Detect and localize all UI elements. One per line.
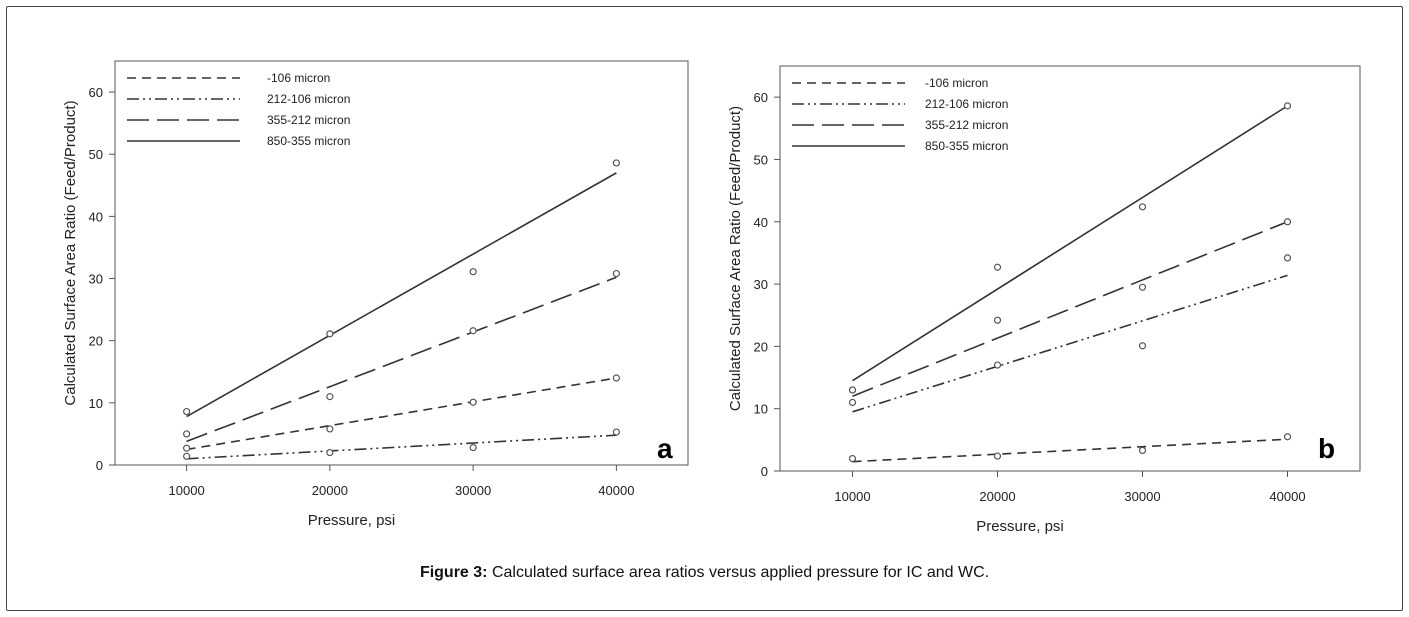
- data-point: [326, 425, 334, 433]
- legend-label: 355-212 micron: [267, 113, 350, 127]
- y-tick-label: 40: [754, 215, 768, 230]
- data-point: [183, 407, 191, 416]
- data-point: [1283, 433, 1292, 441]
- data-point: [469, 268, 477, 276]
- data-point: [326, 448, 334, 457]
- data-point: [993, 316, 1002, 324]
- legend-label: 355-212 micron: [925, 118, 1008, 132]
- caption-text: Calculated surface area ratios versus ap…: [487, 564, 990, 581]
- data-point: [848, 398, 857, 407]
- x-tick-label: 30000: [455, 483, 491, 498]
- legend-label: -106 micron: [267, 71, 330, 85]
- x-tick-label: 10000: [169, 483, 205, 498]
- data-point: [469, 398, 477, 406]
- x-tick-label: 20000: [312, 483, 348, 498]
- x-tick-label: 20000: [979, 489, 1015, 504]
- legend-label: 212-106 micron: [925, 97, 1008, 111]
- data-point: [993, 361, 1002, 369]
- y-tick-label: 10: [89, 396, 103, 411]
- data-point: [848, 454, 857, 463]
- fit-line-850-355-micron: [186, 172, 617, 418]
- legend-label: 850-355 micron: [925, 139, 1008, 153]
- chart-panel-a: 0 10 20 30 40 50 60 10000 20000 30000 40000 Pressur…: [62, 60, 689, 529]
- data-point: [993, 452, 1002, 460]
- data-point: [326, 330, 334, 338]
- data-point: [848, 386, 857, 394]
- y-tick-label: 10: [754, 402, 768, 417]
- x-axis-label: Pressure, psi: [308, 512, 396, 529]
- y-tick-label: 60: [754, 90, 768, 105]
- fit-line-850-355-micron: [852, 105, 1288, 382]
- legend-label: -106 micron: [925, 76, 988, 90]
- panel-letter: b: [1318, 433, 1335, 464]
- fit-line-355-212-micron: [186, 276, 617, 443]
- fit-line-212-106-micron: [186, 434, 617, 460]
- y-axis-label: Calculated Surface Area Ratio (Feed/Prod…: [62, 100, 79, 405]
- y-tick-label: 20: [754, 339, 768, 354]
- y-tick-label: 0: [761, 464, 768, 479]
- figure-frame: [6, 6, 1403, 611]
- x-axis-label: Pressure, psi: [976, 518, 1064, 535]
- data-point: [469, 443, 477, 452]
- y-tick-label: 30: [754, 277, 768, 292]
- caption-label: Figure 3:: [419, 564, 488, 581]
- data-point: [326, 393, 334, 401]
- data-point: [612, 374, 620, 382]
- figure-caption: Figure 3: Calculated surface area ratios…: [0, 564, 1409, 582]
- data-point: [612, 159, 620, 167]
- y-tick-label: 50: [89, 147, 103, 162]
- data-point: [183, 452, 191, 460]
- y-axis-label: Calculated Surface Area Ratio (Feed/Prod…: [727, 106, 744, 411]
- data-point: [1283, 254, 1292, 262]
- x-tick-label: 40000: [1269, 489, 1305, 504]
- y-tick-label: 30: [89, 272, 103, 287]
- legend-label: 850-355 micron: [267, 134, 350, 148]
- x-tick-label: 10000: [834, 489, 870, 504]
- data-point: [1283, 102, 1292, 110]
- data-point: [1138, 203, 1147, 211]
- chart-panel-b: 0 10 20 30 40 50 60 10000 20000 30000 40000 Pressur…: [727, 65, 1361, 535]
- fit-line-106-micron: [852, 438, 1288, 463]
- y-tick-label: 20: [89, 334, 103, 349]
- data-point: [183, 430, 191, 438]
- panel-letter: a: [657, 433, 673, 464]
- legend-label: 212-106 micron: [267, 92, 350, 106]
- data-point: [1138, 446, 1147, 455]
- y-tick-label: 50: [754, 152, 768, 167]
- plot-area: [114, 60, 689, 466]
- data-point: [612, 269, 620, 278]
- x-tick-label: 40000: [598, 483, 634, 498]
- data-point: [1283, 218, 1292, 226]
- fit-line-106-micron: [186, 377, 617, 451]
- fit-line-212-106-micron: [852, 274, 1288, 413]
- x-tick-label: 30000: [1124, 489, 1160, 504]
- fit-line-355-212-micron: [852, 221, 1288, 397]
- data-point: [993, 263, 1002, 271]
- data-point: [612, 428, 620, 436]
- y-tick-label: 40: [89, 209, 103, 224]
- data-point: [183, 444, 191, 452]
- plot-area: [779, 65, 1361, 472]
- data-point: [1138, 342, 1147, 350]
- data-point: [1138, 283, 1147, 291]
- y-tick-label: 60: [89, 85, 103, 100]
- data-point: [469, 327, 477, 335]
- y-tick-label: 0: [96, 458, 103, 473]
